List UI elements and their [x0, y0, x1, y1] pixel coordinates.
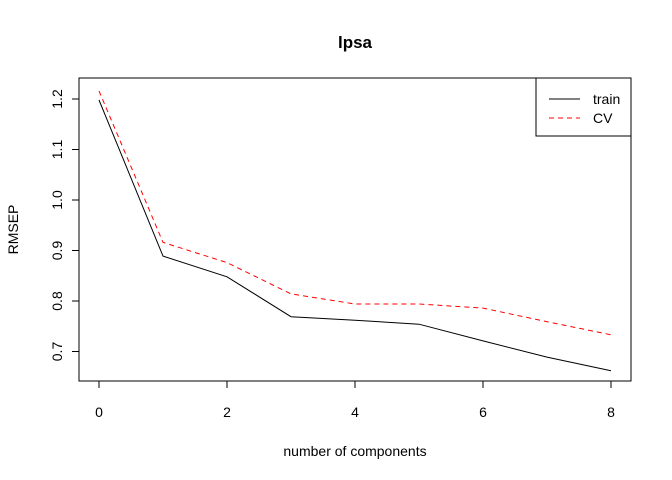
- legend-label-cv: CV: [593, 110, 613, 126]
- y-tick-label: 0.7: [49, 342, 65, 362]
- chart-title: lpsa: [338, 33, 373, 52]
- y-tick-label: 1.2: [49, 89, 65, 109]
- x-tick-label: 6: [479, 404, 487, 420]
- x-tick-label: 4: [351, 404, 359, 420]
- y-tick-label: 1.0: [49, 190, 65, 210]
- x-tick-label: 0: [95, 404, 103, 420]
- y-axis: 0.7 0.8 0.9 1.0 1.1 1.2: [49, 89, 80, 362]
- legend: train CV: [535, 77, 632, 137]
- series-line-cv: [98, 90, 612, 336]
- x-tick-label: 2: [223, 404, 231, 420]
- y-tick-label: 1.1: [49, 140, 65, 160]
- x-axis-label: number of components: [283, 443, 426, 459]
- y-tick-label: 0.8: [49, 291, 65, 311]
- series-layer: [98, 90, 612, 372]
- legend-label-train: train: [593, 91, 620, 107]
- y-axis-label: RMSEP: [5, 205, 21, 255]
- series-line-train: [98, 99, 612, 372]
- x-tick-label: 8: [607, 404, 615, 420]
- legend-box: [535, 77, 632, 137]
- y-tick-label: 0.9: [49, 241, 65, 261]
- x-axis: 0 2 4 6 8: [95, 380, 615, 420]
